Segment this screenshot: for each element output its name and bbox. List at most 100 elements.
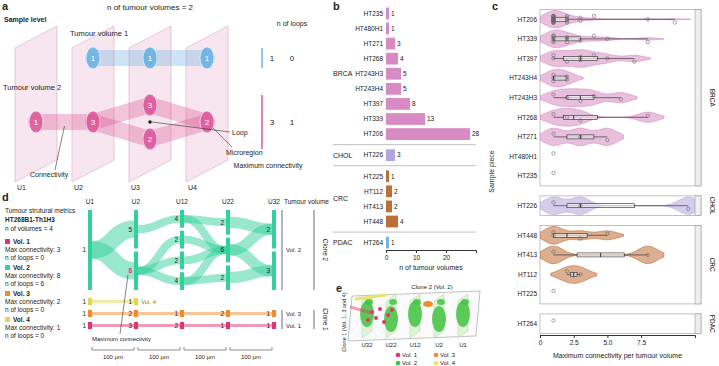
tick: 7.5 xyxy=(637,335,646,346)
plane-label: U32 xyxy=(361,342,373,348)
clone-label: Clone 1 xyxy=(322,308,329,331)
point xyxy=(565,36,568,39)
group-label: CHOL xyxy=(709,197,716,215)
category-label: HT112 xyxy=(364,188,383,195)
point xyxy=(579,16,582,19)
scale-label: 100 µm xyxy=(195,354,215,360)
point xyxy=(592,14,595,17)
blob xyxy=(413,299,421,305)
node-label: 8 xyxy=(128,267,132,274)
box xyxy=(567,135,594,139)
facet-frame xyxy=(540,196,701,216)
node-label: 2 xyxy=(174,322,178,329)
group-label: CRC xyxy=(709,258,716,272)
panel-title: n of tumour volumes = 2 xyxy=(107,3,194,12)
microregion-label: 1 xyxy=(91,54,96,63)
tick-label: 5.0 xyxy=(603,339,612,346)
plane-label: U3 xyxy=(131,184,140,191)
bar xyxy=(386,149,395,161)
box xyxy=(553,76,566,80)
group-separator xyxy=(333,165,476,166)
bars xyxy=(386,8,470,249)
tube xyxy=(356,295,386,299)
point xyxy=(565,14,568,17)
category-label: HT243H4 xyxy=(355,85,383,92)
plane-label: U1 xyxy=(17,184,26,191)
data-label: 1 xyxy=(391,25,395,32)
point xyxy=(592,34,595,37)
point xyxy=(579,55,582,58)
blob xyxy=(360,301,374,327)
legend-label: Vol. 1 xyxy=(402,352,418,358)
microregion xyxy=(143,128,157,150)
point xyxy=(646,40,649,43)
tick-label: 0 xyxy=(385,254,389,261)
point xyxy=(579,135,582,138)
point xyxy=(552,112,555,115)
point xyxy=(552,18,555,21)
node xyxy=(180,272,184,290)
point xyxy=(579,39,582,42)
node-label: 2 xyxy=(174,257,178,264)
data-label: 5 xyxy=(403,85,407,92)
tube xyxy=(93,122,150,139)
scale-label: 100 µm xyxy=(241,354,261,360)
volume-label: Vol. 3 xyxy=(286,311,302,317)
blob xyxy=(378,307,382,311)
axis-line xyxy=(541,336,696,339)
group-label: CRC xyxy=(333,195,348,202)
legend-label: n of loops = 0 xyxy=(5,332,45,340)
node xyxy=(88,322,92,329)
blob xyxy=(365,299,373,305)
plane-label: U4 xyxy=(188,184,197,191)
blob xyxy=(432,306,446,332)
tick-label: 2.5 xyxy=(570,339,579,346)
link xyxy=(138,240,180,271)
point xyxy=(552,34,555,37)
blob xyxy=(370,310,374,314)
node-label: 1 xyxy=(128,298,132,305)
group-separator xyxy=(333,144,476,145)
axis-title: n of tumour volumes xyxy=(399,264,463,271)
plane-label: U12 xyxy=(409,342,421,348)
facet-frame xyxy=(540,9,701,185)
column-label: U22 xyxy=(222,198,234,205)
legend-swatch xyxy=(5,265,10,270)
violin xyxy=(540,50,651,68)
header: n of loops xyxy=(277,20,308,28)
tick-mark xyxy=(607,335,608,338)
category-label: HT226 xyxy=(363,151,383,158)
node xyxy=(88,298,92,305)
legend-label: Max connectivity: 1 xyxy=(5,324,61,332)
point xyxy=(565,21,568,24)
volume-frame xyxy=(348,291,480,341)
group-label: CHOL xyxy=(333,152,353,159)
legend-swatch xyxy=(5,317,10,322)
volume-name: Tumour volume 2 xyxy=(3,83,61,92)
category-label: HT206 xyxy=(517,16,537,23)
facet-strip xyxy=(695,314,701,334)
legend-label: Vol. 4 xyxy=(440,360,456,366)
volume-name: Tumour volume 1 xyxy=(70,29,128,38)
microregion-label: 2 xyxy=(205,118,210,127)
scale-bar xyxy=(184,347,226,350)
point xyxy=(606,138,609,141)
clone-label: Clone 2 xyxy=(322,239,329,262)
microregion-label: 1 xyxy=(34,118,39,127)
microregion xyxy=(86,47,100,69)
point xyxy=(552,14,555,17)
point xyxy=(579,58,582,61)
annotation: Connectivity xyxy=(30,171,69,179)
violin xyxy=(540,89,637,107)
plane xyxy=(186,26,228,182)
violin xyxy=(540,11,691,29)
legend-swatch xyxy=(396,361,401,366)
tick: 5.0 xyxy=(603,335,612,346)
point xyxy=(552,93,555,96)
data-label: 4 xyxy=(400,218,404,225)
point xyxy=(633,60,636,63)
point xyxy=(552,57,555,60)
pointer xyxy=(213,128,232,147)
node-label: 2 xyxy=(220,310,224,317)
group-separator xyxy=(333,232,476,233)
